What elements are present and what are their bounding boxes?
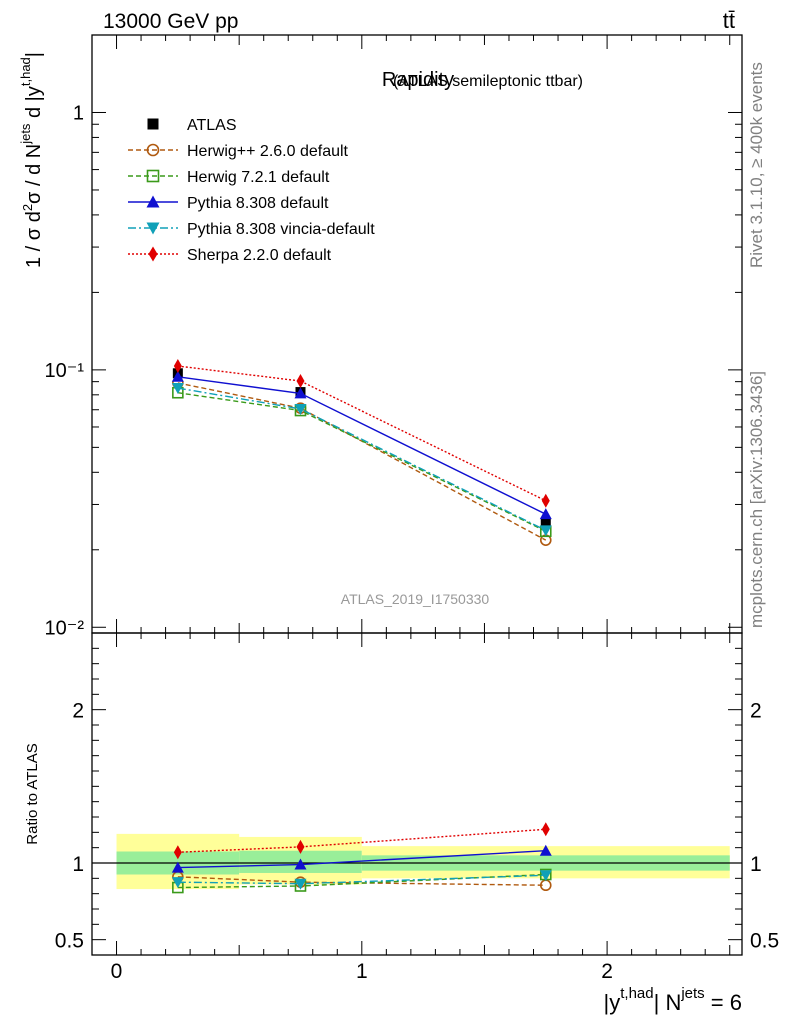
- analysis-id: ATLAS_2019_I1750330: [341, 591, 490, 607]
- ratio-series: [171, 822, 552, 894]
- header-process: 13000 GeV pp: [103, 10, 238, 33]
- data-point: [294, 403, 307, 415]
- data-point: [541, 493, 550, 508]
- plot-subtitle: (ATLAS semileptonic ttbar): [393, 73, 583, 90]
- y-tick-label: 10⁻²: [45, 617, 85, 639]
- series-3: [171, 370, 552, 520]
- ratio-point: [171, 861, 184, 873]
- mcplots-label: mcplots.cern.ch [arXiv:1306.3436]: [747, 371, 766, 628]
- ratio-series-2: [171, 844, 552, 873]
- main-y-ticks: 10⁻² 10⁻¹ 1: [45, 34, 742, 639]
- legend-marker: [146, 222, 160, 235]
- ratio-point: [539, 844, 552, 856]
- data-point: [171, 383, 184, 395]
- ratio-series-4: [173, 822, 550, 860]
- ratio-point: [173, 845, 182, 860]
- y-tick-label: 0.5: [750, 930, 779, 953]
- legend-marker: [147, 118, 159, 130]
- series-line: [177, 392, 547, 532]
- ratio-plot: 0.5 0.5 1 1 2 2 0 1 2 Ratio to ATLAS |yt,had| N…: [24, 35, 779, 1015]
- legend: ATLAS Herwig++ 2.6.0 default Herwig 7.2.1 …: [128, 117, 375, 264]
- main-y-axis-label: 1 / σ d2σ / d Njets d |yt,had|: [18, 52, 45, 268]
- series-line: [177, 382, 547, 541]
- data-point: [539, 525, 552, 537]
- series-line: [177, 387, 547, 531]
- data-point: [173, 359, 182, 374]
- y-tick-label: 1: [73, 102, 84, 124]
- ratio-plot-frame: [91, 632, 743, 956]
- ratio-series-3: [171, 870, 552, 890]
- legend-label: Herwig++ 2.6.0 default: [187, 143, 349, 160]
- ratio-point: [541, 822, 550, 837]
- y-tick-label: 1: [750, 853, 762, 876]
- data-point: [294, 387, 307, 399]
- legend-label: Sherpa 2.2.0 default: [187, 247, 332, 264]
- data-point: [296, 374, 305, 389]
- ratio-point: [296, 839, 305, 854]
- y-tick-label: 2: [750, 700, 762, 723]
- rivet-version-label: Rivet 3.1.10, ≥ 400k events: [747, 62, 766, 268]
- legend-label: Pythia 8.308 vincia-default: [187, 221, 375, 238]
- ratio-line: [177, 828, 546, 853]
- legend-label: ATLAS: [187, 117, 237, 134]
- main-series: [171, 359, 552, 546]
- ratio-point: [171, 877, 184, 889]
- ratio-point: [294, 878, 307, 890]
- legend-marker: [148, 246, 158, 262]
- main-plot: 10⁻² 10⁻¹ 1 Rapidity (ATLAS semileptonic t…: [18, 34, 743, 639]
- y-tick-label: 2: [72, 700, 84, 723]
- legend-marker: [146, 169, 160, 183]
- series-0: [172, 368, 551, 528]
- legend-marker: [146, 143, 160, 157]
- x-tick-label: 2: [601, 960, 613, 983]
- header-final-state: tt̄: [723, 8, 735, 33]
- series-2: [172, 386, 552, 538]
- ratio-point: [539, 870, 552, 882]
- y-tick-label: 10⁻¹: [45, 360, 85, 382]
- y-tick-label: 0.5: [55, 930, 84, 953]
- ratio-point: [294, 858, 307, 870]
- legend-marker: [146, 195, 160, 208]
- x-tick-label: 0: [111, 960, 123, 983]
- x-axis-ticks: 0 1 2: [111, 35, 731, 983]
- series-4: [171, 383, 552, 537]
- ratio-y-axis-label: Ratio to ATLAS: [24, 743, 41, 844]
- data-point: [539, 508, 552, 520]
- data-point: [171, 370, 184, 382]
- x-tick-label: 1: [356, 960, 368, 983]
- legend-label: Pythia 8.308 default: [187, 195, 329, 212]
- x-axis-label: |yt,had| Njets = 6: [604, 985, 742, 1015]
- y-tick-label: 1: [72, 853, 84, 876]
- series-5: [173, 359, 550, 508]
- plot-title: Rapidity: [382, 69, 454, 91]
- series-1: [172, 377, 552, 546]
- legend-label: Herwig 7.2.1 default: [187, 169, 330, 186]
- ratio-uncertainty-bands: [92, 833, 742, 890]
- data-point: [540, 517, 551, 528]
- series-line: [177, 365, 547, 502]
- ratio-y-ticks: 0.5 0.5 1 1 2 2: [55, 647, 779, 953]
